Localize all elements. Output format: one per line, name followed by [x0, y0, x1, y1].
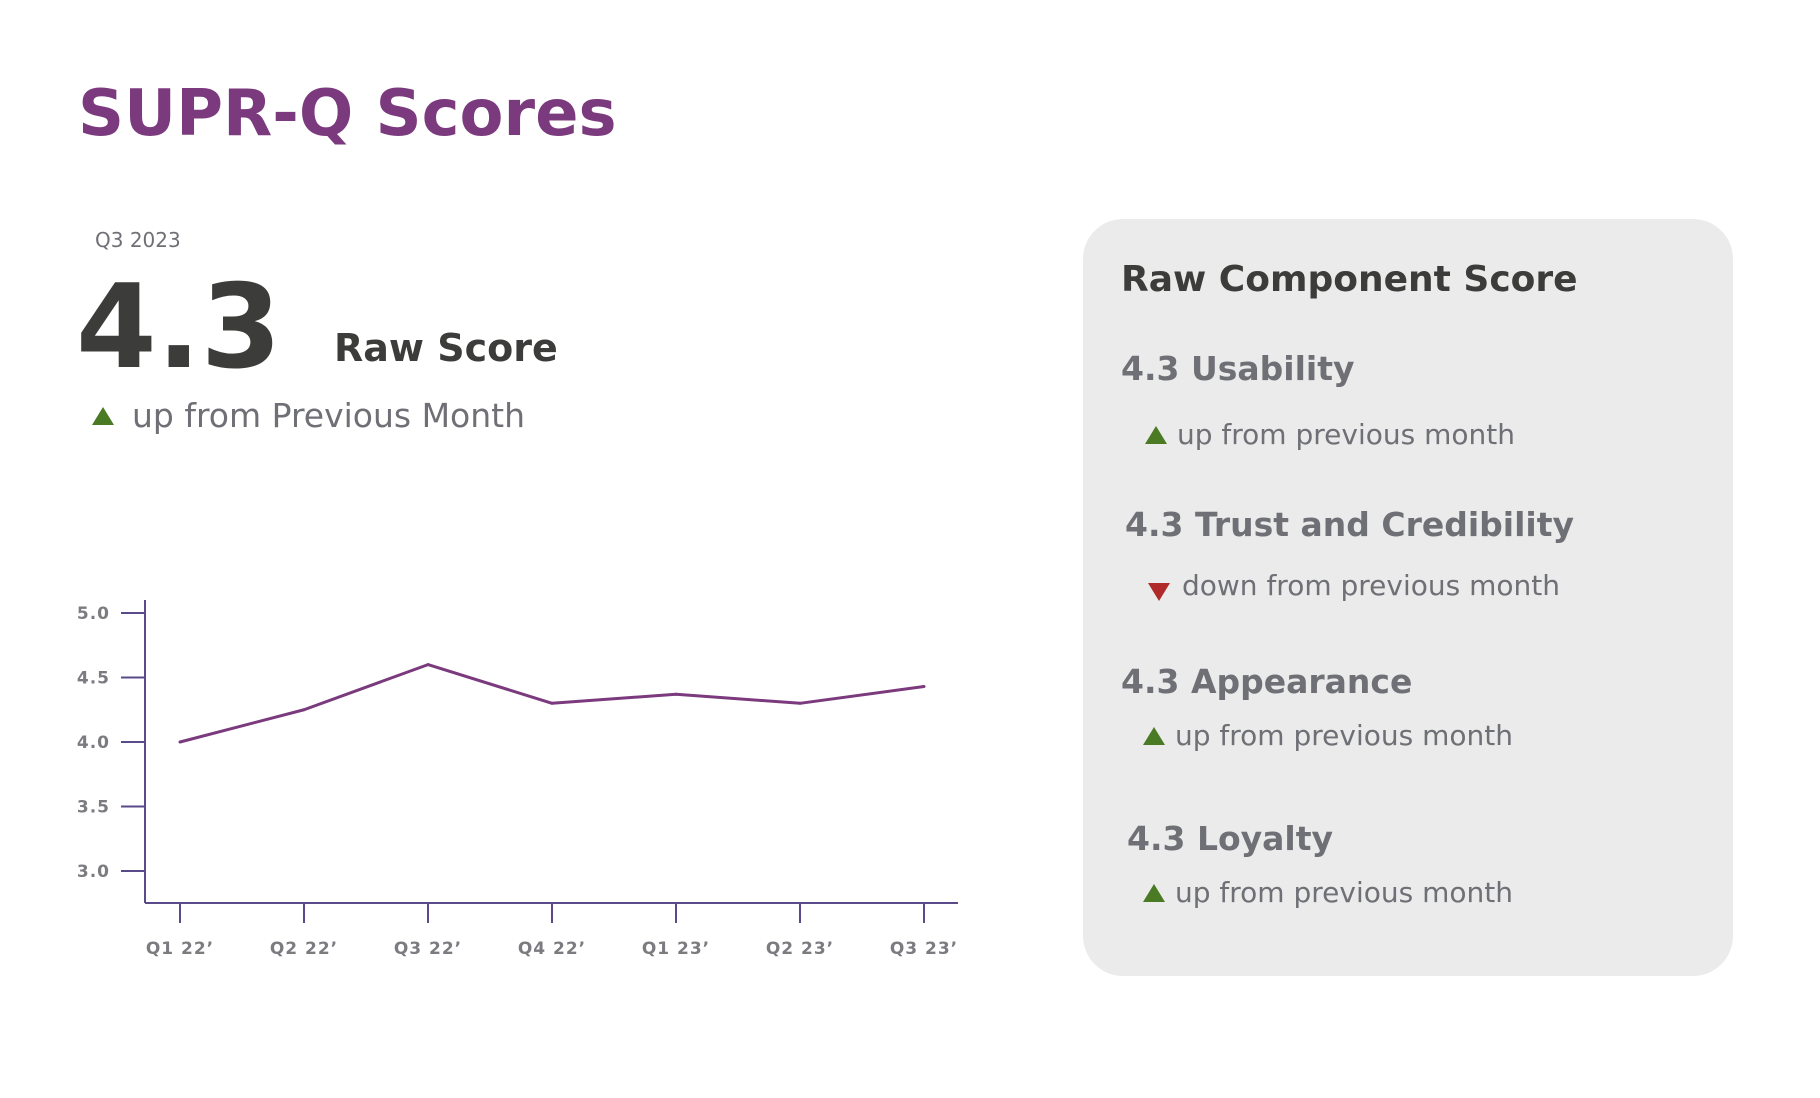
component-loyalty-label: 4.3 Loyalty — [1127, 819, 1334, 858]
y-tick-label: 5.0 — [77, 604, 110, 624]
y-axis-ticks: 5.0 4.5 4.0 3.5 3.0 — [77, 604, 145, 882]
x-tick-label: Q4 22’ — [518, 939, 586, 959]
data-point — [178, 740, 182, 744]
x-tick-label: Q1 23’ — [642, 939, 710, 959]
component-trust-trend-text: down from previous month — [1182, 569, 1560, 602]
raw-score-trend-text: up from Previous Month — [132, 396, 526, 435]
y-tick-label: 4.0 — [77, 733, 110, 753]
page-title: SUPR-Q Scores — [78, 77, 617, 151]
y-tick-label: 3.5 — [77, 798, 110, 818]
triangle-up-icon — [1145, 425, 1167, 444]
triangle-down-icon — [1148, 582, 1170, 601]
data-point — [302, 708, 306, 712]
x-tick-label: Q2 22’ — [270, 939, 338, 959]
component-trust-label: 4.3 Trust and Credibility — [1125, 505, 1575, 544]
component-appearance-trend-text: up from previous month — [1175, 719, 1513, 752]
x-axis-ticks: Q1 22’ Q2 22’ Q3 22’ Q4 22’ Q1 23’ Q2 23’ Q3 2… — [146, 903, 958, 959]
data-point — [550, 701, 554, 705]
period-label: Q3 2023 — [95, 228, 181, 252]
triangle-up-icon — [1143, 726, 1165, 745]
component-usability-label: 4.3 Usability — [1121, 349, 1355, 388]
chart-series — [178, 663, 926, 744]
component-usability-trend-text: up from previous month — [1177, 418, 1515, 451]
component-appearance-trend: up from previous month — [1143, 719, 1513, 752]
component-score-panel: Raw Component Score 4.3 Usability up fro… — [1083, 219, 1733, 976]
component-loyalty-trend-text: up from previous month — [1175, 876, 1513, 909]
raw-score-value: 4.3 — [76, 260, 282, 395]
raw-score-trend: up from Previous Month — [92, 396, 525, 435]
data-point — [674, 692, 678, 696]
component-usability-trend: up from previous month — [1145, 418, 1515, 451]
line-chart: 5.0 4.5 4.0 3.5 3.0 Q1 22’ Q2 22’ Q3 22’ Q4 22’… — [77, 600, 958, 959]
component-trust-trend: down from previous month — [1148, 569, 1560, 602]
component-loyalty-trend: up from previous month — [1143, 876, 1513, 909]
x-tick-label: Q2 23’ — [766, 939, 834, 959]
component-appearance-label: 4.3 Appearance — [1121, 662, 1413, 701]
triangle-up-icon — [1143, 883, 1165, 902]
y-tick-label: 4.5 — [77, 669, 110, 689]
chart-axes — [144, 600, 958, 904]
x-tick-label: Q3 22’ — [394, 939, 462, 959]
data-point — [426, 663, 430, 667]
x-tick-label: Q3 23’ — [890, 939, 958, 959]
y-tick-label: 3.0 — [77, 862, 110, 882]
data-point — [922, 685, 926, 689]
data-point — [798, 701, 802, 705]
panel-title: Raw Component Score — [1121, 259, 1578, 300]
raw-score-label: Raw Score — [334, 326, 558, 370]
triangle-up-icon — [92, 406, 114, 425]
x-tick-label: Q1 22’ — [146, 939, 214, 959]
